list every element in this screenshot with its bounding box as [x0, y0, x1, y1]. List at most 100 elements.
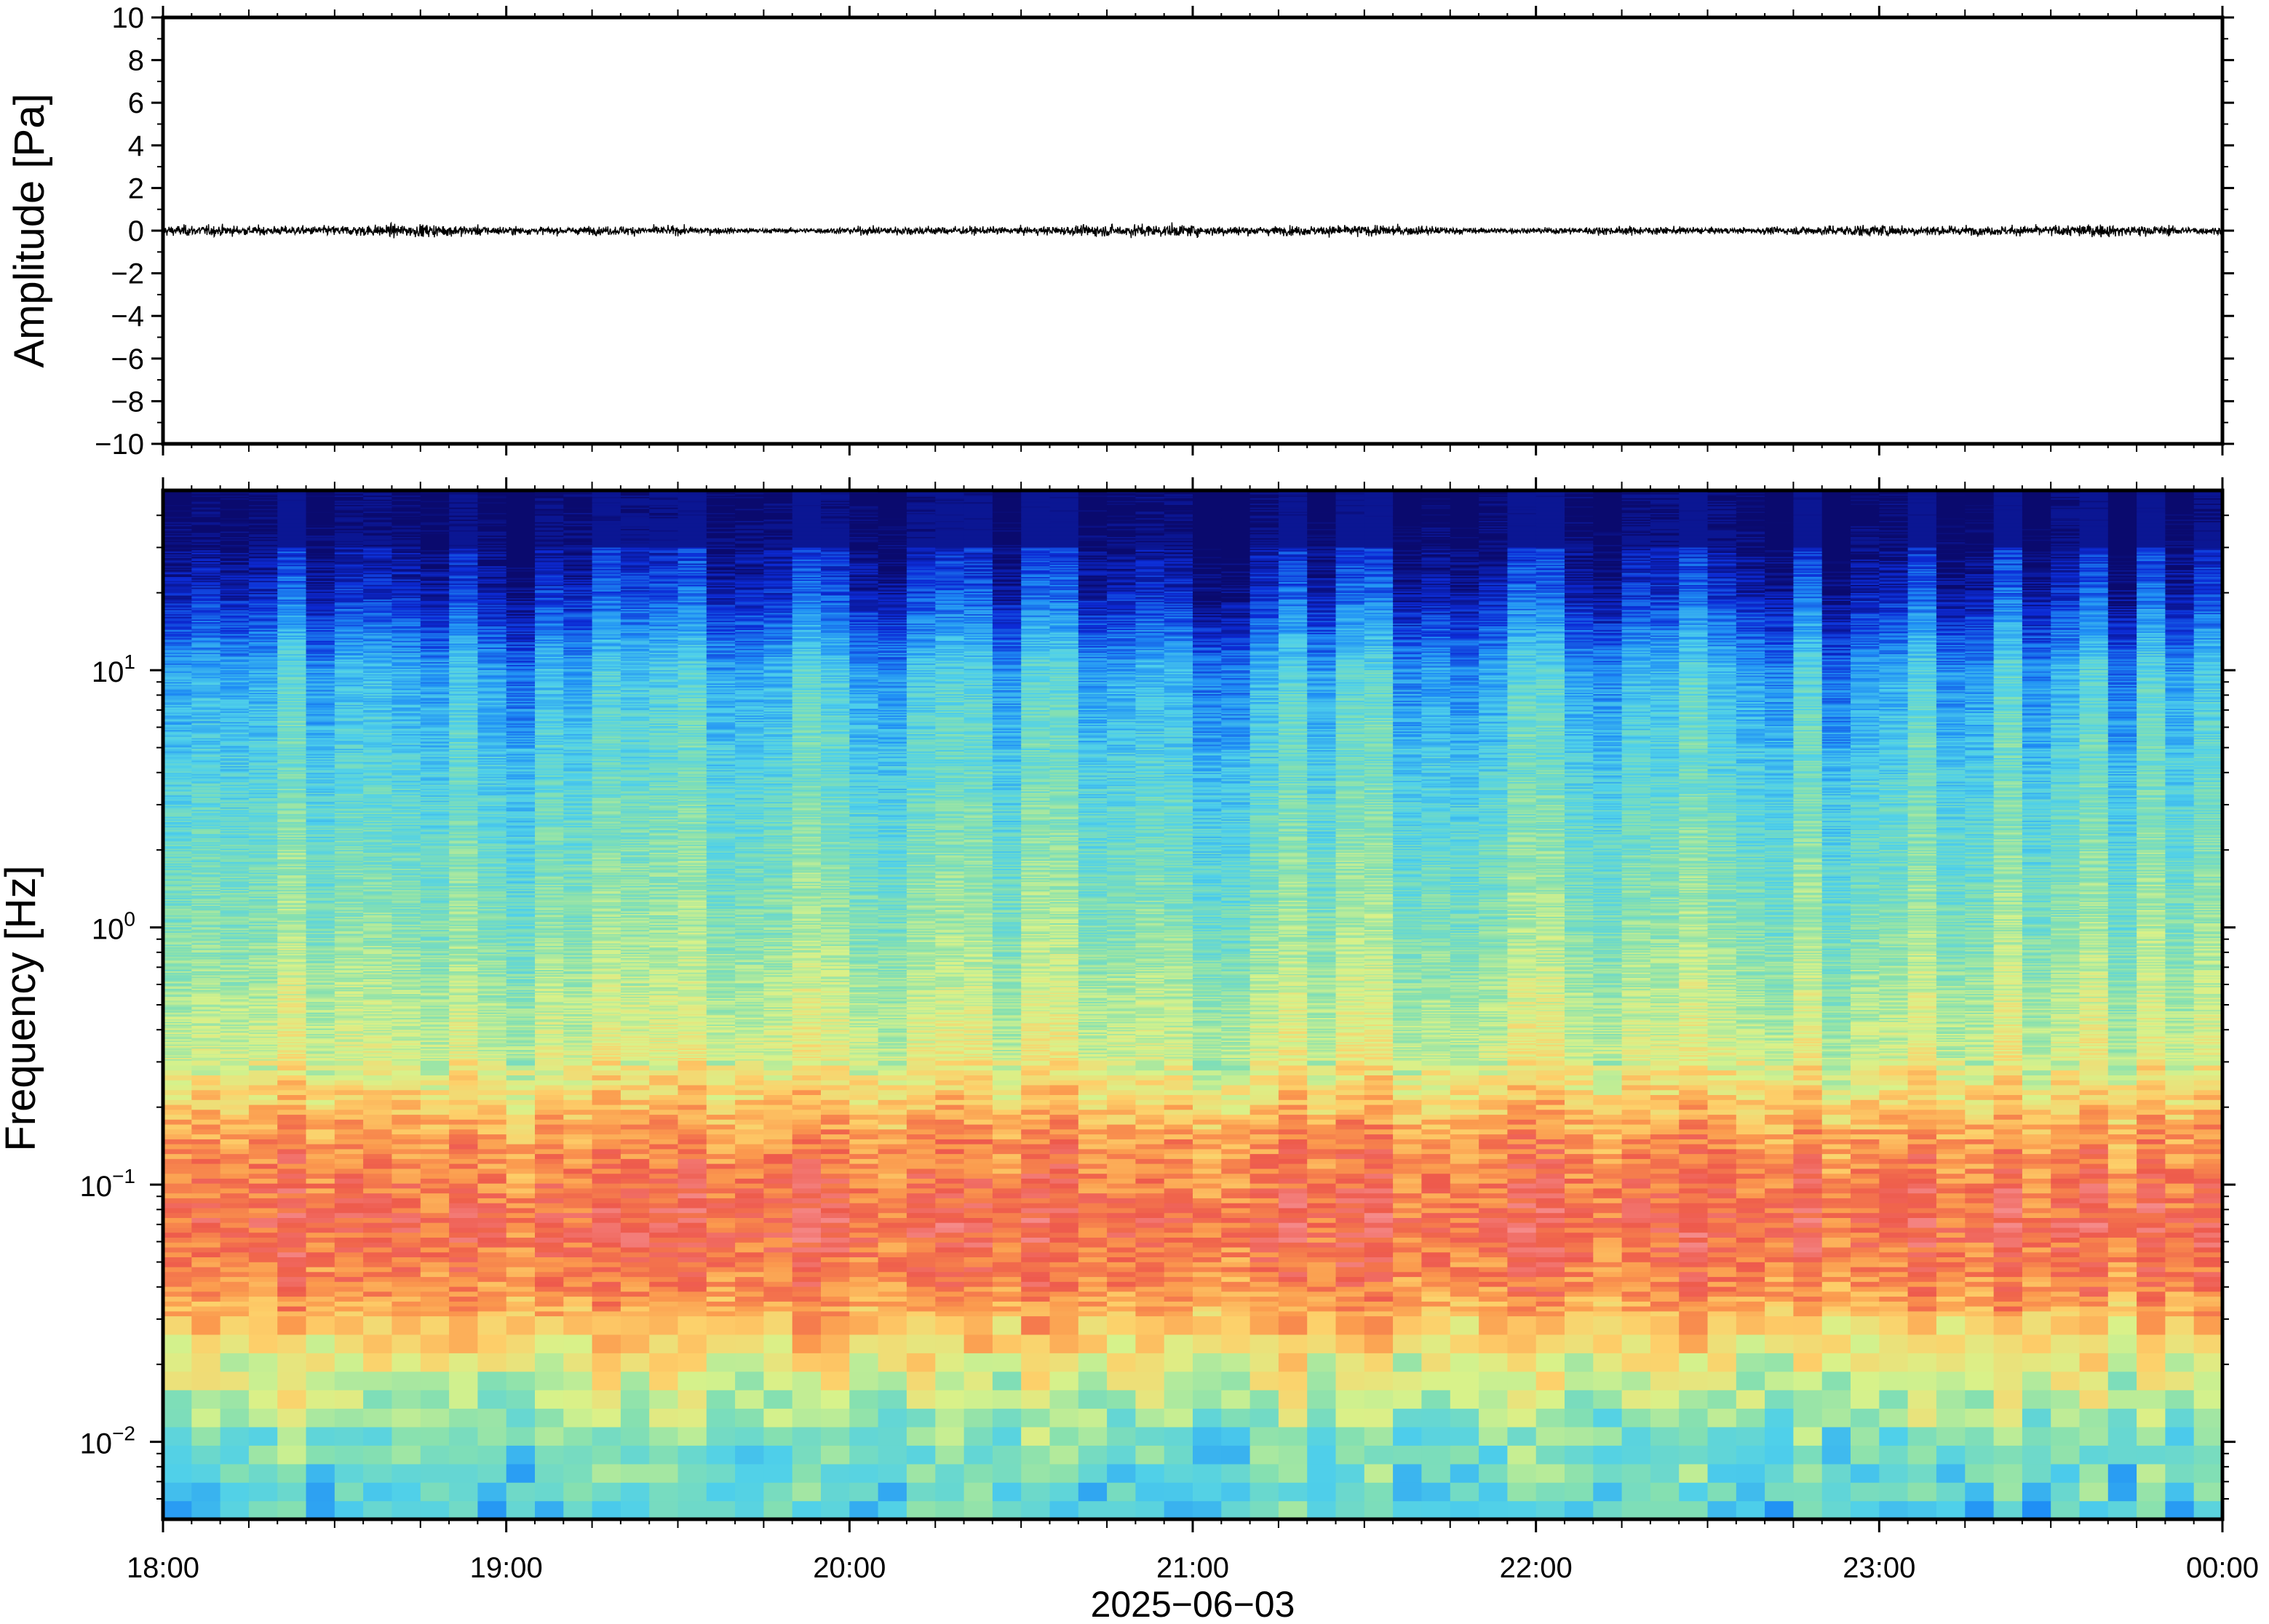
- spectrogram-cell: [335, 1183, 364, 1188]
- spectrogram-cell: [649, 1174, 678, 1179]
- spectrogram-cell: [2108, 1252, 2137, 1257]
- spectrogram-cell: [392, 1372, 421, 1390]
- spectrogram-cell: [1193, 1213, 1222, 1218]
- spectrogram-cell: [1135, 1247, 1164, 1252]
- spectrogram-cell: [2165, 1242, 2194, 1247]
- spectrogram-cell: [1507, 1281, 1536, 1286]
- spectrogram-cell: [993, 1390, 1022, 1409]
- spectrogram-cell: [1479, 1080, 1508, 1085]
- spectrogram-cell: [735, 1188, 764, 1193]
- spectrogram-cell: [1221, 1247, 1250, 1252]
- spectrogram-cell: [993, 1267, 1022, 1272]
- spectrogram-cell: [1107, 1247, 1136, 1252]
- spectrogram-cell: [220, 1094, 250, 1099]
- spectrogram-cell: [1908, 1149, 1937, 1154]
- spectrogram-cell: [421, 1090, 450, 1095]
- spectrogram-cell: [1107, 1178, 1136, 1183]
- spectrogram-cell: [449, 1154, 478, 1159]
- spectrogram-cell: [506, 1217, 536, 1222]
- spectrogram-cell: [249, 1276, 278, 1281]
- spectrogram-cell: [1708, 1085, 1737, 1090]
- spectrogram-cell: [1107, 1183, 1136, 1188]
- spectrogram-cell: [678, 1099, 707, 1104]
- spectrogram-cell: [2080, 1065, 2109, 1070]
- spectrogram-cell: [1250, 1482, 1279, 1501]
- spectrogram-cell: [2194, 1198, 2223, 1203]
- spectrogram-cell: [1078, 1154, 1108, 1159]
- spectrogram-cell: [1107, 1163, 1136, 1169]
- spectrogram-cell: [1193, 1390, 1222, 1409]
- spectrogram-cell: [1679, 1090, 1708, 1095]
- spectrogram-cell: [1250, 1233, 1279, 1238]
- spectrogram-cell: [1164, 1237, 1193, 1242]
- spectrogram-cell: [306, 1233, 335, 1238]
- spectrogram-cell: [1507, 1445, 1536, 1464]
- spectrogram-cell: [792, 1114, 822, 1119]
- spectrogram-cell: [907, 1213, 936, 1218]
- spectrogram-cell: [1736, 1372, 1765, 1390]
- spectrogram-cell: [1736, 1075, 1765, 1080]
- spectrogram-cell: [506, 1409, 536, 1428]
- spectrogram-cell: [2194, 1169, 2223, 1174]
- spectrogram-cell: [735, 1217, 764, 1222]
- spectrogram-cell: [735, 1070, 764, 1075]
- spectrogram-cell: [1793, 1281, 1822, 1286]
- spectrogram-cell: [1507, 1297, 1536, 1302]
- spectrogram-cell: [1507, 1188, 1536, 1193]
- spectrogram-cell: [1736, 1445, 1765, 1464]
- spectrogram-cell: [1822, 1134, 1851, 1139]
- spectrogram-cell: [993, 1237, 1022, 1242]
- spectrogram-cell: [1708, 1114, 1737, 1119]
- spectrogram-cell: [821, 1169, 850, 1174]
- spectrogram-cell: [1107, 1281, 1136, 1286]
- spectrogram-cell: [2137, 1464, 2166, 1483]
- spectrogram-cell: [1936, 1163, 1966, 1169]
- spectrogram-cell: [1507, 1316, 1536, 1335]
- spectrogram-cell: [1107, 1353, 1136, 1372]
- spectrogram-cell: [1708, 1203, 1737, 1208]
- spectrogram-cell: [1994, 1075, 2023, 1080]
- spectrogram-cell: [535, 1070, 564, 1075]
- spectrogram-cell: [506, 1183, 536, 1188]
- spectrogram-cell: [1336, 1065, 1365, 1070]
- spectrogram-cell: [1221, 1353, 1250, 1372]
- spectrogram-cell: [2165, 1094, 2194, 1099]
- spectrogram-cell: [1622, 1065, 1651, 1070]
- spectrogram-cell: [392, 1183, 421, 1188]
- spectrogram-cell: [1479, 1174, 1508, 1179]
- spectrogram-cell: [1336, 1193, 1365, 1198]
- spectrogram-cell: [1135, 1188, 1164, 1193]
- spectrogram-cell: [621, 1188, 650, 1193]
- spectrogram-cell: [1164, 1353, 1193, 1372]
- spectrogram-cell: [535, 1124, 564, 1129]
- spectrogram-cell: [1364, 1291, 1394, 1297]
- spectrogram-cell: [1851, 1090, 1880, 1095]
- spectrogram-cell: [191, 1247, 220, 1252]
- spectrogram-cell: [449, 1372, 478, 1390]
- spectrogram-cell: [735, 1174, 764, 1179]
- spectrogram-cell: [1336, 1262, 1365, 1267]
- spectrogram-cell: [649, 1178, 678, 1183]
- spectrogram-cell: [2165, 1390, 2194, 1409]
- spectrogram-cell: [1593, 1203, 1622, 1208]
- spectrogram-cell: [1221, 1178, 1250, 1183]
- spectrogram-cell: [907, 1252, 936, 1257]
- spectrogram-cell: [878, 1501, 907, 1520]
- spectrogram-cell: [1679, 1178, 1708, 1183]
- spectrogram-cell: [1679, 1297, 1708, 1302]
- spectrogram-cell: [1822, 1158, 1851, 1163]
- spectrogram-cell: [1593, 1129, 1622, 1134]
- spectrogram-cell: [277, 1257, 306, 1262]
- spectrogram-cell: [1050, 1276, 1079, 1281]
- spectrogram-cell: [1936, 1409, 1966, 1428]
- spectrogram-cell: [220, 1301, 250, 1306]
- spectrogram-cell: [1364, 1267, 1394, 1272]
- spectrogram-cell: [1193, 1297, 1222, 1302]
- spectrogram-cell: [1650, 1222, 1680, 1227]
- spectrogram-cell: [1336, 1297, 1365, 1302]
- spectrogram-cell: [1908, 1129, 1937, 1134]
- spectrogram-cell: [649, 1124, 678, 1129]
- spectrogram-cell: [1393, 1316, 1422, 1335]
- spectrogram-cell: [191, 1262, 220, 1267]
- waveform-y-axis-title: Amplitude [Pa]: [6, 93, 53, 367]
